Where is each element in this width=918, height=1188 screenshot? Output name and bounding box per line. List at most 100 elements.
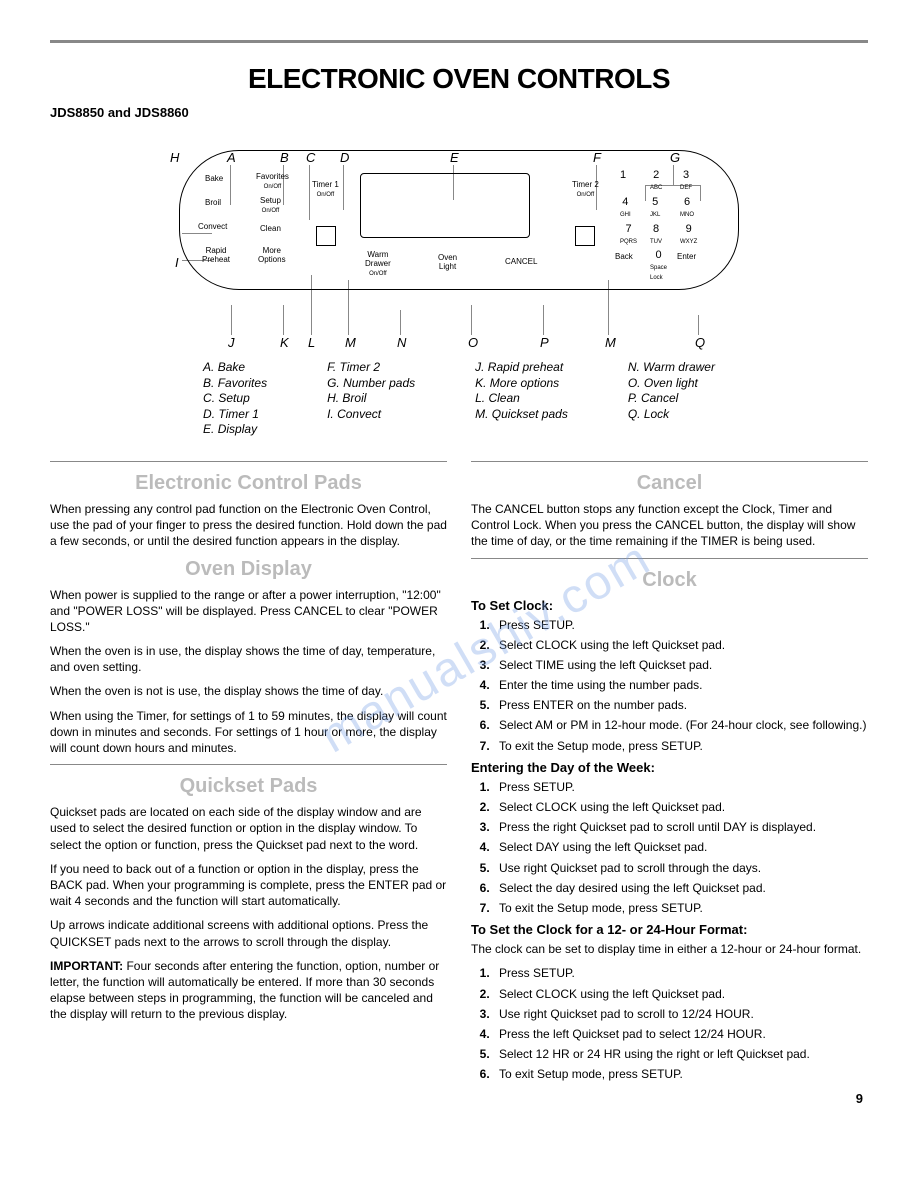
leader <box>400 310 401 335</box>
legend-item: H. Broil <box>327 391 415 407</box>
legend-col-1: A. Bake B. Favorites C. Setup D. Timer 1… <box>203 360 267 438</box>
leader <box>283 305 284 335</box>
panel-warm-drawer: Warm DrawerOn/Off <box>365 251 391 277</box>
legend-item: G. Number pads <box>327 376 415 392</box>
leader <box>698 315 699 335</box>
keypad-7: 7PQRS <box>620 223 637 245</box>
step: Enter the time using the number pads. <box>493 677 868 693</box>
quickset-right <box>575 226 595 246</box>
section-oven-display: Oven Display <box>50 558 447 581</box>
legend-item: O. Oven light <box>628 376 715 392</box>
model-numbers: JDS8850 and JDS8860 <box>50 105 868 120</box>
quickset-left <box>316 226 336 246</box>
keypad-0: 0Space <box>650 249 667 271</box>
step: Use right Quickset pad to scroll to 12/2… <box>493 1006 868 1022</box>
keypad-back: Back <box>615 251 633 261</box>
callout-M2: M <box>605 335 616 350</box>
rule <box>471 461 868 462</box>
top-rule <box>50 40 868 43</box>
legend-item: C. Setup <box>203 391 267 407</box>
step: Press SETUP. <box>493 617 868 633</box>
subhead-12-24-format: To Set the Clock for a 12- or 24-Hour Fo… <box>471 922 868 937</box>
keypad-4: 4GHI <box>620 196 631 218</box>
step: Select TIME using the left Quickset pad. <box>493 657 868 673</box>
step: Select CLOCK using the left Quickset pad… <box>493 799 868 815</box>
keypad-3: 3DEF <box>680 169 692 191</box>
subhead-day-of-week: Entering the Day of the Week: <box>471 760 868 775</box>
paragraph: When using the Timer, for settings of 1 … <box>50 708 447 757</box>
step: Select CLOCK using the left Quickset pad… <box>493 986 868 1002</box>
leader <box>471 305 472 335</box>
legend-item: M. Quickset pads <box>475 407 568 423</box>
callout-O: O <box>468 335 478 350</box>
legend-item: E. Display <box>203 422 267 438</box>
callout-M1: M <box>345 335 356 350</box>
leader <box>231 305 232 335</box>
step: Select DAY using the left Quickset pad. <box>493 839 868 855</box>
section-cancel: Cancel <box>471 472 868 495</box>
panel-rapid-preheat: Rapid Preheat <box>202 247 230 265</box>
step: Press ENTER on the number pads. <box>493 697 868 713</box>
steps-12-24-format: Press SETUP. Select CLOCK using the left… <box>493 965 868 1082</box>
paragraph: If you need to back out of a function or… <box>50 861 447 910</box>
legend-item: B. Favorites <box>203 376 267 392</box>
steps-set-clock: Press SETUP. Select CLOCK using the left… <box>493 617 868 754</box>
paragraph: The clock can be set to display time in … <box>471 941 868 957</box>
keypad-9: 9WXYZ <box>680 223 697 245</box>
paragraph: When the oven is in use, the display sho… <box>50 643 447 675</box>
panel-timer2: Timer 2On/Off <box>572 181 599 199</box>
step: To exit the Setup mode, press SETUP. <box>493 900 868 916</box>
keypad-enter: Enter <box>677 251 696 261</box>
step: To exit the Setup mode, press SETUP. <box>493 738 868 754</box>
section-quickset-pads: Quickset Pads <box>50 775 447 798</box>
keypad-5: 5JKL <box>650 196 660 218</box>
panel-timer1: Timer 1On/Off <box>312 181 339 199</box>
step: Select AM or PM in 12-hour mode. (For 24… <box>493 717 868 733</box>
keypad-8: 8TUV <box>650 223 662 245</box>
paragraph: Up arrows indicate additional screens wi… <box>50 917 447 949</box>
legend-item: Q. Lock <box>628 407 715 423</box>
step: Press SETUP. <box>493 965 868 981</box>
paragraph: When the oven is not is use, the display… <box>50 683 447 699</box>
display-window <box>360 173 530 238</box>
keypad-1: 1 <box>620 169 626 181</box>
step: Press SETUP. <box>493 779 868 795</box>
panel-cancel: CANCEL <box>505 258 537 267</box>
section-electronic-control-pads: Electronic Control Pads <box>50 472 447 495</box>
body-columns: Electronic Control Pads When pressing an… <box>50 453 868 1087</box>
paragraph: The CANCEL button stops any function exc… <box>471 501 868 550</box>
paragraph: Quickset pads are located on each side o… <box>50 804 447 853</box>
diagram-legend: A. Bake B. Favorites C. Setup D. Timer 1… <box>50 360 868 438</box>
control-panel-diagram: A B C D E F G H I J K L M N O P M Q Bake… <box>50 150 868 350</box>
legend-item: J. Rapid preheat <box>475 360 568 376</box>
page-title: ELECTRONIC OVEN CONTROLS <box>50 63 868 95</box>
paragraph: When power is supplied to the range or a… <box>50 587 447 636</box>
callout-P: P <box>540 335 549 350</box>
legend-col-2: F. Timer 2 G. Number pads H. Broil I. Co… <box>327 360 415 438</box>
section-clock: Clock <box>471 569 868 592</box>
legend-item: N. Warm drawer <box>628 360 715 376</box>
panel-bake: Bake <box>205 175 223 184</box>
callout-K: K <box>280 335 289 350</box>
panel-clean: Clean <box>260 225 281 234</box>
keypad-lock: Lock <box>650 271 663 281</box>
control-panel-outline: Bake Broil Convect Rapid Preheat Favorit… <box>179 150 739 290</box>
left-column: Electronic Control Pads When pressing an… <box>50 453 447 1087</box>
rule <box>50 764 447 765</box>
panel-favorites: FavoritesOn/Off <box>256 173 289 191</box>
subhead-set-clock: To Set Clock: <box>471 598 868 613</box>
step: To exit Setup mode, press SETUP. <box>493 1066 868 1082</box>
step: Select the day desired using the left Qu… <box>493 880 868 896</box>
panel-broil: Broil <box>205 199 221 208</box>
steps-day-of-week: Press SETUP. Select CLOCK using the left… <box>493 779 868 916</box>
legend-item: A. Bake <box>203 360 267 376</box>
step: Use right Quickset pad to scroll through… <box>493 860 868 876</box>
callout-Q: Q <box>695 335 705 350</box>
callout-I: I <box>175 255 179 270</box>
step: Select CLOCK using the left Quickset pad… <box>493 637 868 653</box>
callout-N: N <box>397 335 406 350</box>
callout-L: L <box>308 335 315 350</box>
step: Press the right Quickset pad to scroll u… <box>493 819 868 835</box>
panel-more-options: More Options <box>258 247 286 265</box>
legend-col-3: J. Rapid preheat K. More options L. Clea… <box>475 360 568 438</box>
